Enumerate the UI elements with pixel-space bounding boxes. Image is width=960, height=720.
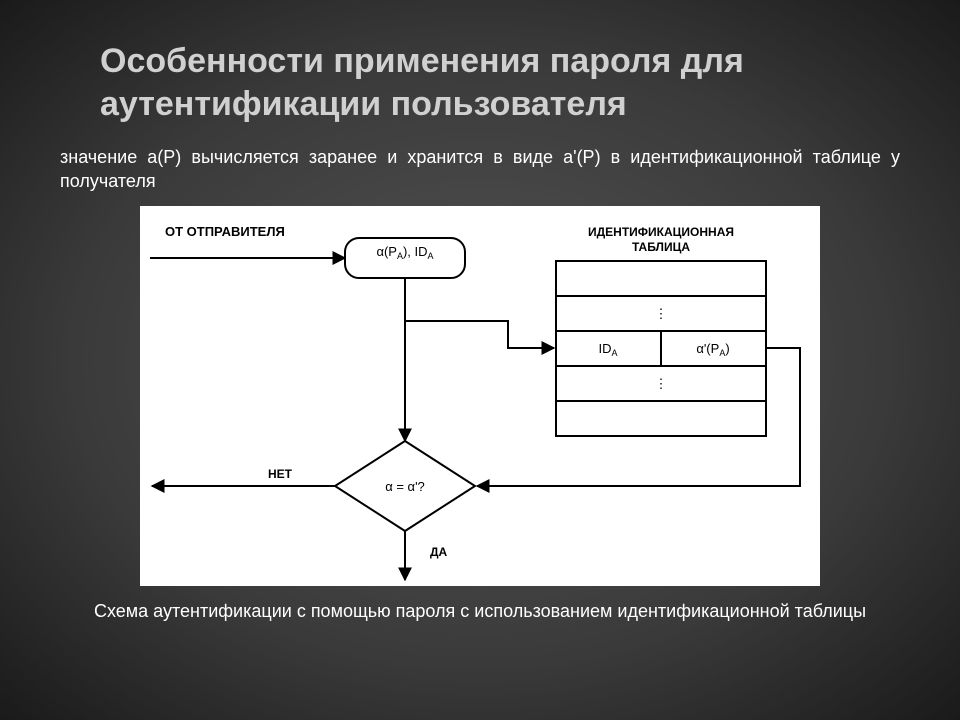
slide-title: Особенности применения пароля для аутент… xyxy=(60,40,900,125)
table-cell-alpha: α'(PA) xyxy=(696,341,729,358)
diagram-caption: Схема аутентификации с помощью пароля с … xyxy=(60,600,900,623)
table-title-1: ИДЕНТИФИКАЦИОННАЯ xyxy=(588,225,734,239)
slide: Особенности применения пароля для аутент… xyxy=(0,0,960,720)
sender-label: ОТ ОТПРАВИТЕЛЯ xyxy=(165,224,285,239)
slide-subtitle: значение a(P) вычисляется заранее и хран… xyxy=(60,145,900,194)
flowchart-svg: ОТ ОТПРАВИТЕЛЯ α(PA), IDA ИДЕНТИФИКАЦИОН… xyxy=(140,206,820,586)
edge-process-table xyxy=(405,321,554,348)
decision-label: α = α'? xyxy=(385,479,425,494)
label-yes: ДА xyxy=(430,545,448,559)
identification-table: ⋮ ⋮ IDA α'(PA) xyxy=(556,261,766,436)
flowchart-diagram: ОТ ОТПРАВИТЕЛЯ α(PA), IDA ИДЕНТИФИКАЦИОН… xyxy=(140,206,820,586)
table-title-2: ТАБЛИЦА xyxy=(632,240,690,254)
table-ellipsis-bottom: ⋮ xyxy=(655,376,668,391)
label-no: НЕТ xyxy=(268,467,293,481)
table-ellipsis-top: ⋮ xyxy=(655,306,668,321)
process-label: α(PA), IDA xyxy=(376,244,433,261)
